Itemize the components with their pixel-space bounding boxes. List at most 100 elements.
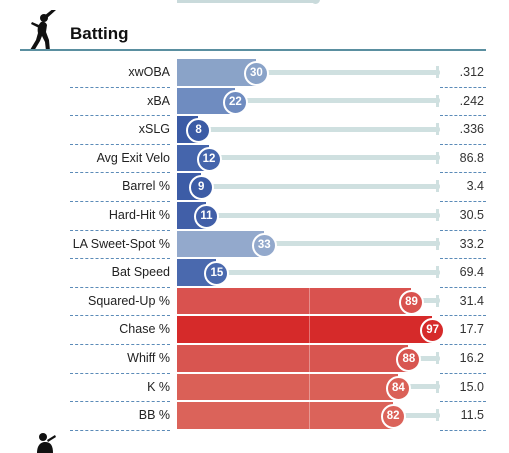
track-end-cap (436, 209, 439, 221)
percentile-badge: 97 (420, 318, 446, 344)
stat-value: 69.4 (459, 265, 484, 280)
percentile-badge: 30 (243, 61, 269, 86)
stat-value: 3.4 (466, 179, 484, 194)
previous-section-track-remnant (177, 0, 313, 3)
row-divider (440, 343, 486, 345)
track-end-cap (436, 409, 439, 422)
percentile-track (177, 98, 440, 104)
track-end-cap (436, 380, 439, 393)
stat-row: xSLG 8 .336 (0, 115, 509, 145)
percentile-bar (177, 230, 264, 258)
percentile-track (177, 212, 440, 218)
midline-tick (308, 373, 310, 401)
stat-row: Avg Exit Velo 12 86.8 (0, 144, 509, 174)
stat-label: Squared-Up % (88, 293, 170, 308)
stat-label: xwOBA (128, 65, 170, 79)
percentile-badge: 84 (385, 375, 411, 401)
percentile-badge: 89 (399, 289, 425, 315)
row-divider (440, 258, 486, 260)
percentile-track (177, 241, 440, 247)
percentile-badge: 15 (204, 261, 230, 287)
track-end-cap (436, 352, 439, 364)
midline-tick (308, 345, 310, 372)
stat-row: xBA 22 .242 (0, 87, 509, 117)
stat-value: .336 (459, 122, 484, 137)
stat-label: Hard-Hit % (108, 208, 170, 222)
stat-row: Chase % 97 17.7 (0, 315, 509, 345)
row-divider (440, 200, 486, 202)
stat-row: BB % 82 11.5 (0, 401, 509, 431)
stat-label: xBA (147, 93, 170, 108)
percentile-badge: 22 (222, 89, 248, 115)
stat-row: xwOBA 30 .312 (0, 58, 509, 88)
stat-row: Bat Speed 15 69.4 (0, 258, 509, 288)
stat-value: 15.0 (459, 379, 484, 394)
stat-label: Bat Speed (111, 265, 170, 280)
stat-label: LA Sweet-Spot % (72, 236, 170, 251)
batting-section-header: Batting (0, 0, 509, 52)
row-divider (70, 343, 170, 345)
percentile-badge: 9 (188, 175, 214, 201)
percentile-bar (177, 316, 433, 343)
track-end-cap (436, 151, 439, 164)
percentile-track (177, 183, 440, 189)
percentile-bar (177, 287, 412, 315)
percentile-badge: 82 (380, 404, 406, 430)
next-section-icon (37, 433, 56, 453)
row-divider (440, 143, 486, 145)
stat-label: Barrel % (122, 179, 170, 194)
percentile-track (177, 69, 440, 75)
stat-row: Whiff % 88 16.2 (0, 344, 509, 374)
stat-row: Hard-Hit % 11 30.5 (0, 201, 509, 231)
previous-section-dot-remnant (311, 0, 320, 4)
percentile-badge: 8 (186, 118, 212, 144)
track-end-cap (436, 66, 439, 78)
stat-value: 33.2 (459, 236, 484, 251)
row-divider (70, 143, 170, 145)
percentile-badge: 88 (396, 347, 422, 372)
row-divider (440, 315, 486, 317)
row-divider (440, 401, 486, 403)
percentile-badge: 12 (196, 146, 222, 172)
row-divider (70, 229, 170, 231)
track-end-cap (436, 180, 439, 193)
section-title: Batting (70, 24, 129, 43)
row-divider (70, 429, 170, 431)
stat-label: K % (147, 379, 170, 394)
row-divider (70, 401, 170, 403)
row-divider (70, 172, 170, 174)
track-end-cap (436, 266, 439, 279)
row-divider (440, 372, 486, 374)
stat-value: 86.8 (459, 150, 484, 165)
stat-row: Barrel % 9 3.4 (0, 172, 509, 202)
batter-silhouette-icon (30, 10, 56, 51)
stat-value: 16.2 (459, 351, 484, 365)
stat-row: Squared-Up % 89 31.4 (0, 287, 509, 317)
stat-value: .312 (459, 65, 484, 79)
stat-row: LA Sweet-Spot % 33 33.2 (0, 230, 509, 260)
midline-tick (308, 287, 310, 315)
percentile-bar (177, 345, 409, 372)
stat-row: K % 84 15.0 (0, 373, 509, 403)
stat-label: Whiff % (127, 351, 170, 365)
row-divider (70, 258, 170, 260)
stat-value: .242 (459, 93, 484, 108)
midline-tick (308, 402, 310, 429)
percentile-track (177, 126, 440, 132)
row-divider (70, 200, 170, 202)
row-divider (440, 429, 486, 431)
track-end-cap (436, 294, 439, 307)
percentile-bar (177, 59, 256, 86)
row-divider (440, 115, 486, 117)
row-divider (440, 286, 486, 288)
stat-label: Chase % (119, 322, 170, 337)
stat-label: Avg Exit Velo (96, 150, 170, 165)
row-divider (70, 372, 170, 374)
percentile-badge: 33 (251, 232, 277, 258)
stat-value: 31.4 (459, 293, 484, 308)
row-divider (70, 286, 170, 288)
row-divider (440, 229, 486, 231)
track-end-cap (436, 94, 439, 107)
midline-tick (308, 316, 310, 343)
row-divider (70, 86, 170, 88)
